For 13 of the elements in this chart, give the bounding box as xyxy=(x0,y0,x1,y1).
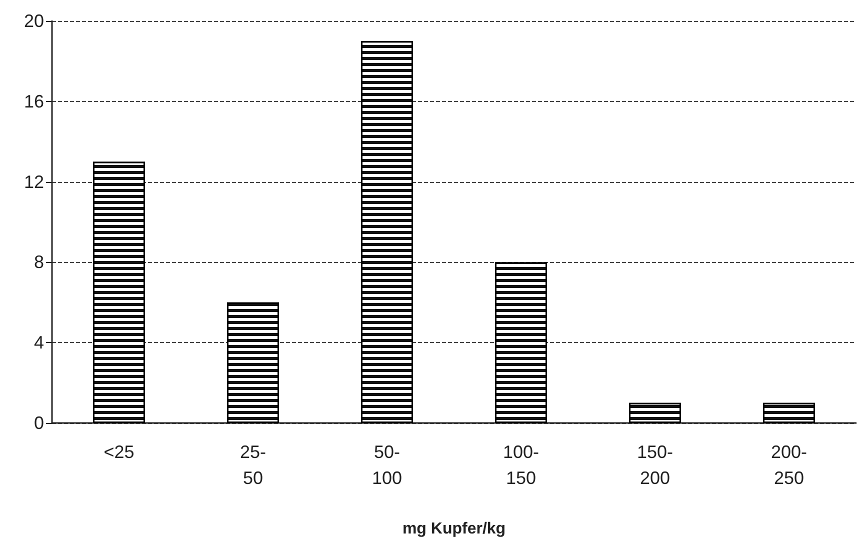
y-tick-label: 12 xyxy=(24,172,44,192)
y-tick-label: 16 xyxy=(24,91,44,112)
x-axis-title: mg Kupfer/kg xyxy=(402,520,506,538)
y-tick-label: 8 xyxy=(34,252,44,272)
y-tick-label: 4 xyxy=(34,332,44,353)
x-tick-label: <25 xyxy=(104,442,134,462)
y-tick-label: 0 xyxy=(34,413,44,433)
x-tick-label: 25-50 xyxy=(240,442,266,488)
x-tick-label: 100-150 xyxy=(502,442,540,488)
y-tick-label: 20 xyxy=(24,11,44,31)
x-tick-label: 200-250 xyxy=(770,442,808,488)
x-tick-label: 50-100 xyxy=(372,442,402,488)
x-tick-label: 150-200 xyxy=(636,442,674,488)
